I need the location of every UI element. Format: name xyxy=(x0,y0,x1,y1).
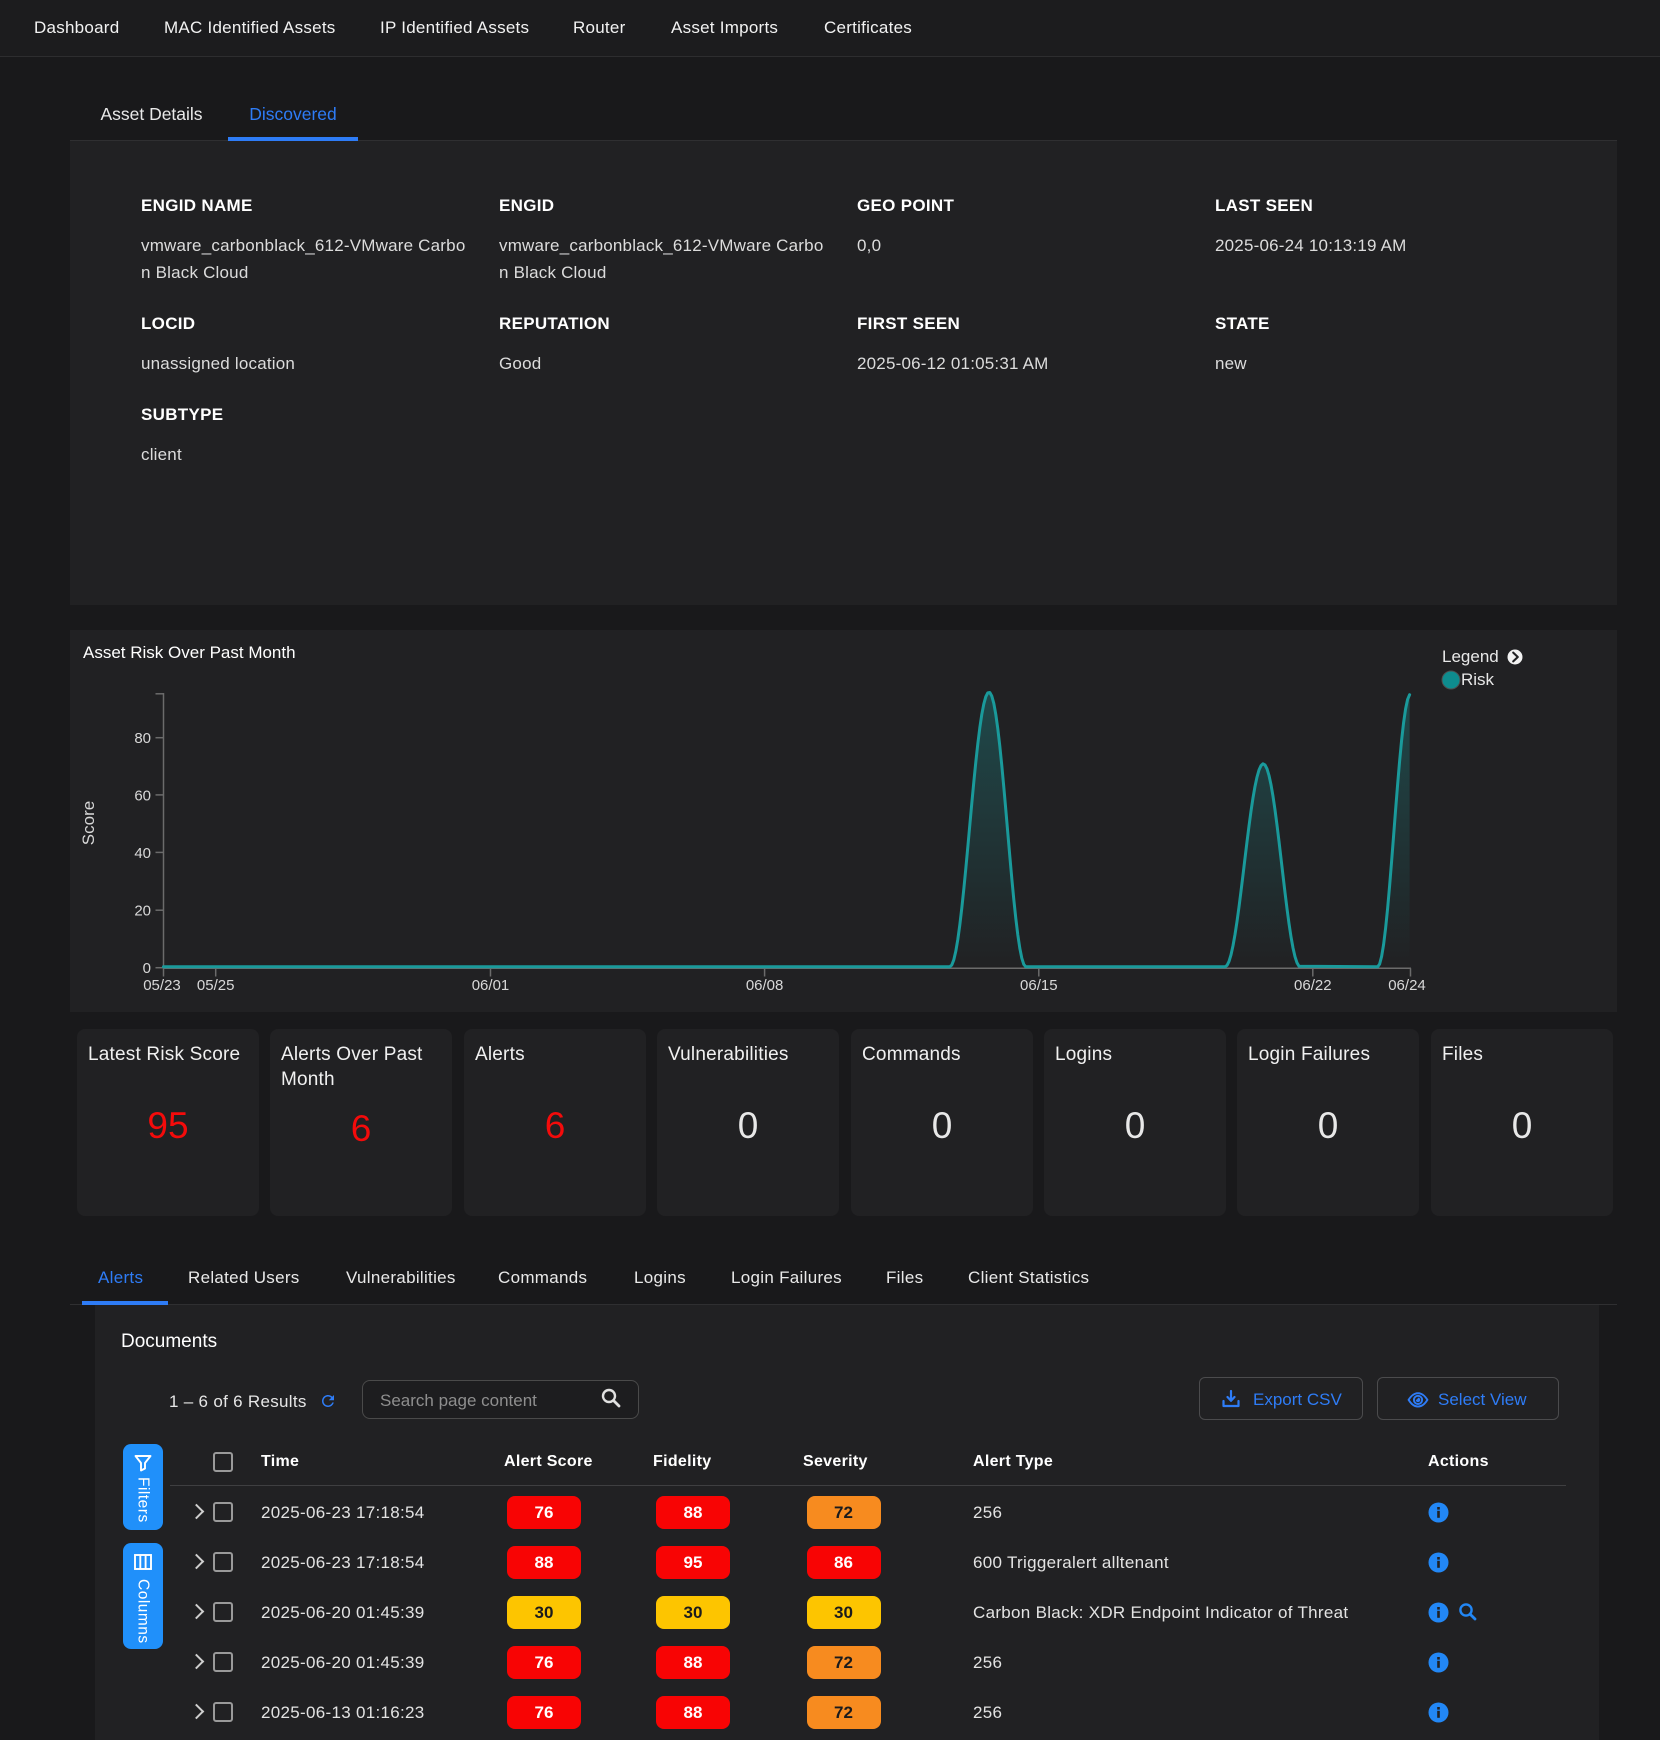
svg-text:40: 40 xyxy=(134,845,151,862)
svg-text:06/24: 06/24 xyxy=(1388,977,1426,994)
svg-text:05/23: 05/23 xyxy=(143,977,181,994)
svg-text:20: 20 xyxy=(134,903,151,920)
svg-text:06/15: 06/15 xyxy=(1020,977,1058,994)
svg-text:Score: Score xyxy=(79,801,98,845)
svg-text:06/01: 06/01 xyxy=(472,977,510,994)
svg-text:60: 60 xyxy=(134,787,151,804)
svg-text:0: 0 xyxy=(143,960,151,977)
svg-text:06/22: 06/22 xyxy=(1294,977,1332,994)
svg-text:05/25: 05/25 xyxy=(197,977,235,994)
svg-text:80: 80 xyxy=(134,730,151,747)
svg-text:06/08: 06/08 xyxy=(746,977,784,994)
